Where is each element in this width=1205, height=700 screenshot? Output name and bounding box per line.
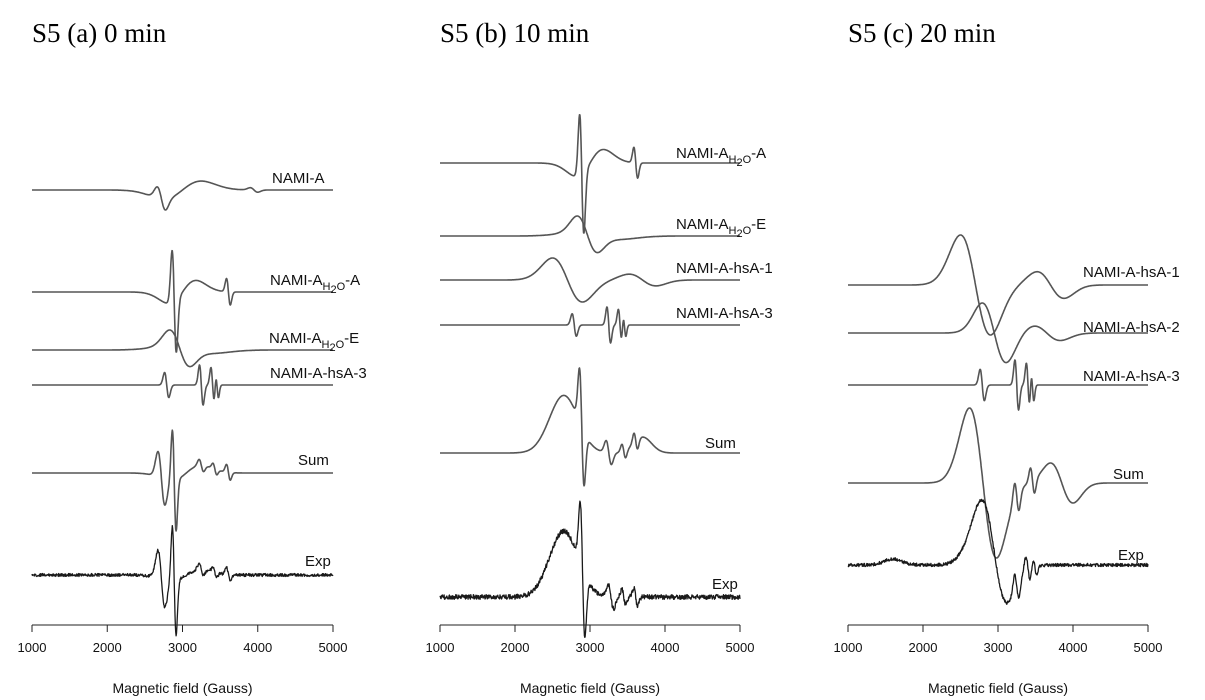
panel-title: S5 (b) 10 min	[440, 18, 590, 48]
series-line-nami-a-hsa-2	[847, 302, 1149, 364]
series-label: Exp	[712, 576, 738, 593]
series-label: NAMI-A-hsA-1	[1083, 264, 1180, 281]
series-label: Exp	[305, 553, 331, 570]
x-tick-label: 5000	[1134, 640, 1163, 655]
x-tick-label: 2000	[501, 640, 530, 655]
panel-title: S5 (a) 0 min	[32, 18, 167, 48]
x-tick-label: 4000	[651, 640, 680, 655]
series-label: NAMI-A-hsA-3	[676, 305, 773, 322]
series-label: NAMI-A-hsA-2	[1083, 319, 1180, 336]
series-line-nami-a-hsa-3	[31, 364, 334, 406]
series-line-nami-a-hsa-1	[439, 257, 741, 303]
panel-2: S5 (b) 10 min 1000 2000 3000 4000 5000 Magneti…	[426, 18, 773, 696]
series-label: NAMI-A-hsA-1	[676, 260, 773, 277]
series-label: NAMI-A-hsA-3	[270, 365, 367, 382]
series-label: Exp	[1118, 547, 1144, 564]
x-tick-label: 1000	[18, 640, 47, 655]
series-label: NAMI-AH2O-E	[676, 216, 766, 240]
series-line-exp	[439, 500, 741, 639]
x-tick-label: 3000	[576, 640, 605, 655]
series-label: Sum	[705, 435, 736, 452]
x-tick-label: 2000	[909, 640, 938, 655]
series-label: Sum	[298, 452, 329, 469]
series-line-sum	[847, 407, 1149, 559]
series-label: NAMI-A	[272, 170, 325, 187]
x-tick-label: 4000	[1059, 640, 1088, 655]
series-line-nami-a-hsa-3	[847, 359, 1149, 411]
x-tick-label: 5000	[319, 640, 348, 655]
series-line-nami-a-e	[31, 329, 334, 368]
x-tick-label: 2000	[93, 640, 122, 655]
series-line-exp	[31, 524, 334, 637]
x-tick-label: 4000	[243, 640, 272, 655]
series-label: NAMI-AH2O-A	[676, 145, 766, 169]
series-label: NAMI-AH2O-E	[269, 330, 359, 354]
series-line-nami-a-hsa-3	[439, 306, 741, 344]
x-axis-label: Magnetic field (Gauss)	[112, 680, 252, 696]
x-tick-label: 1000	[834, 640, 863, 655]
series-label: NAMI-A-hsA-3	[1083, 368, 1180, 385]
series-line-sum	[439, 367, 741, 487]
panel-1: S5 (a) 0 min 1000 2000 3000 4000 5000 Magnetic…	[18, 18, 367, 696]
series-line-nami-a-a	[31, 249, 334, 353]
series-label: NAMI-AH2O-A	[270, 272, 360, 296]
series-line-nami-a-a	[439, 114, 741, 234]
x-tick-label: 3000	[984, 640, 1013, 655]
x-tick-label: 3000	[168, 640, 197, 655]
series-label: Sum	[1113, 466, 1144, 483]
x-tick-label: 1000	[426, 640, 455, 655]
series-line-nami-a	[31, 180, 334, 211]
panel-3: S5 (c) 20 min 1000 2000 3000 4000 5000 Magneti…	[834, 18, 1180, 696]
x-tick-label: 5000	[726, 640, 755, 655]
x-axis-label: Magnetic field (Gauss)	[928, 680, 1068, 696]
series-line-nami-a-hsa-1	[847, 234, 1149, 336]
x-axis-label: Magnetic field (Gauss)	[520, 680, 660, 696]
panel-title: S5 (c) 20 min	[848, 18, 996, 48]
series-line-nami-a-e	[439, 215, 741, 254]
series-line-sum	[31, 429, 334, 532]
series-line-exp	[847, 498, 1149, 605]
